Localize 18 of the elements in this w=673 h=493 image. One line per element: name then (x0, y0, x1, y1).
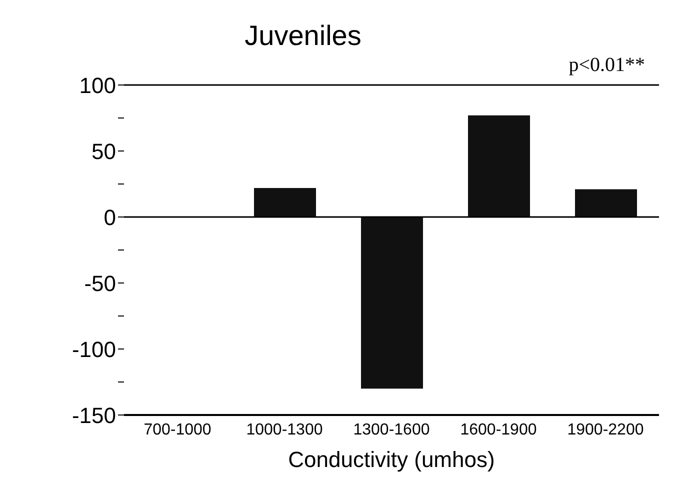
bar (468, 115, 530, 217)
chart-title: Juveniles (244, 20, 362, 52)
x-tick-label: 1900-2200 (567, 421, 644, 438)
text: p<0.01** (568, 54, 645, 77)
x-tick-label: 1600-1900 (460, 421, 537, 438)
bar (254, 188, 316, 217)
x-tick-label: 1000-1300 (246, 421, 323, 438)
x-tick-label: 700-1000 (144, 421, 212, 438)
y-tick-label: -100 (72, 336, 116, 362)
y-tick-label: -50 (84, 270, 116, 296)
y-tick-label: 50 (92, 138, 116, 164)
bar (361, 217, 423, 389)
x-tick-label: 1300-1600 (353, 421, 430, 438)
y-tick-label: 100 (79, 72, 116, 98)
y-tick-label: -150 (72, 402, 116, 428)
bar (575, 189, 637, 217)
y-tick-label: 0 (104, 204, 116, 230)
x-axis-title: Conductivity (umhos) (288, 447, 495, 472)
